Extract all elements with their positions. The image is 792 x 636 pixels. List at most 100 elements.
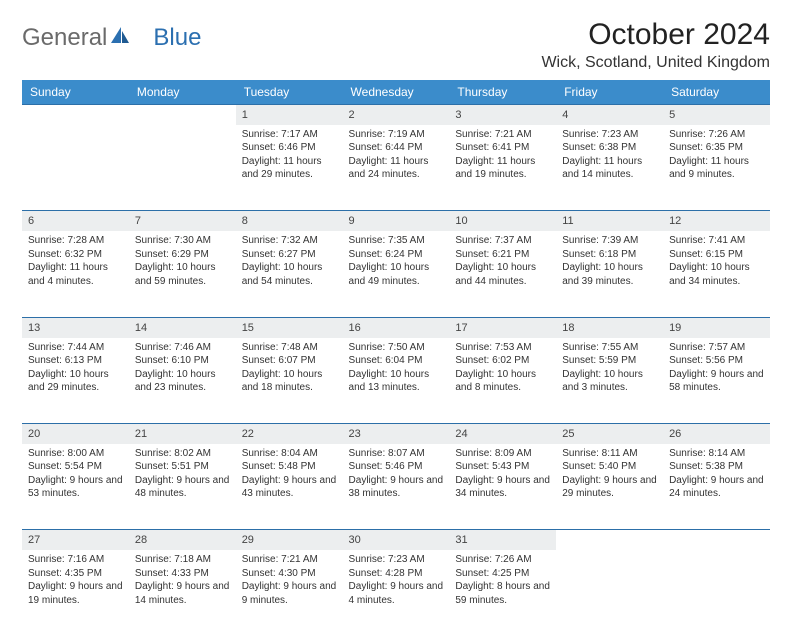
- day-cell: Sunrise: 7:35 AMSunset: 6:24 PMDaylight:…: [343, 231, 450, 317]
- daylight-line: Daylight: 10 hours and 39 minutes.: [562, 261, 657, 288]
- day-cell: Sunrise: 7:19 AMSunset: 6:44 PMDaylight:…: [343, 125, 450, 211]
- day-number-row: 20212223242526: [22, 424, 770, 444]
- sunrise-line: Sunrise: 8:00 AM: [28, 447, 123, 461]
- sunset-line: Sunset: 5:43 PM: [455, 460, 550, 474]
- empty-day-number: [129, 105, 236, 125]
- daylight-line: Daylight: 10 hours and 44 minutes.: [455, 261, 550, 288]
- daylight-line: Daylight: 10 hours and 34 minutes.: [669, 261, 764, 288]
- sunset-line: Sunset: 6:38 PM: [562, 141, 657, 155]
- day-of-week-header: Sunday: [22, 80, 129, 105]
- day-number-row: 13141516171819: [22, 317, 770, 337]
- day-number: 2: [343, 105, 450, 125]
- day-number: 17: [449, 317, 556, 337]
- day-cell: Sunrise: 7:16 AMSunset: 4:35 PMDaylight:…: [22, 550, 129, 636]
- day-number: 12: [663, 211, 770, 231]
- day-cell: Sunrise: 7:53 AMSunset: 6:02 PMDaylight:…: [449, 338, 556, 424]
- logo-sail-icon: [109, 24, 131, 52]
- daylight-line: Daylight: 9 hours and 53 minutes.: [28, 474, 123, 501]
- sunrise-line: Sunrise: 8:04 AM: [242, 447, 337, 461]
- day-number: 14: [129, 317, 236, 337]
- day-number: 9: [343, 211, 450, 231]
- sunrise-line: Sunrise: 7:30 AM: [135, 234, 230, 248]
- daylight-line: Daylight: 11 hours and 4 minutes.: [28, 261, 123, 288]
- day-number: 30: [343, 530, 450, 550]
- day-cell: Sunrise: 7:23 AMSunset: 4:28 PMDaylight:…: [343, 550, 450, 636]
- sunset-line: Sunset: 5:54 PM: [28, 460, 123, 474]
- day-number: 4: [556, 105, 663, 125]
- sunset-line: Sunset: 5:56 PM: [669, 354, 764, 368]
- sunset-line: Sunset: 6:13 PM: [28, 354, 123, 368]
- day-cell: Sunrise: 7:18 AMSunset: 4:33 PMDaylight:…: [129, 550, 236, 636]
- sunset-line: Sunset: 6:32 PM: [28, 248, 123, 262]
- sunset-line: Sunset: 6:29 PM: [135, 248, 230, 262]
- daylight-line: Daylight: 9 hours and 48 minutes.: [135, 474, 230, 501]
- day-cell: Sunrise: 8:00 AMSunset: 5:54 PMDaylight:…: [22, 444, 129, 530]
- empty-day-cell: [556, 550, 663, 636]
- sunset-line: Sunset: 6:24 PM: [349, 248, 444, 262]
- day-cell: Sunrise: 7:32 AMSunset: 6:27 PMDaylight:…: [236, 231, 343, 317]
- logo-text-general: General: [22, 24, 107, 52]
- day-cell: Sunrise: 7:48 AMSunset: 6:07 PMDaylight:…: [236, 338, 343, 424]
- daylight-line: Daylight: 10 hours and 23 minutes.: [135, 368, 230, 395]
- day-number-row: 6789101112: [22, 211, 770, 231]
- day-number: 28: [129, 530, 236, 550]
- sunset-line: Sunset: 4:25 PM: [455, 567, 550, 581]
- sunrise-line: Sunrise: 8:02 AM: [135, 447, 230, 461]
- daylight-line: Daylight: 10 hours and 8 minutes.: [455, 368, 550, 395]
- day-cell: Sunrise: 7:30 AMSunset: 6:29 PMDaylight:…: [129, 231, 236, 317]
- day-number: 3: [449, 105, 556, 125]
- daylight-line: Daylight: 11 hours and 9 minutes.: [669, 155, 764, 182]
- sunrise-line: Sunrise: 7:37 AM: [455, 234, 550, 248]
- day-body-row: Sunrise: 7:44 AMSunset: 6:13 PMDaylight:…: [22, 338, 770, 424]
- day-number: 6: [22, 211, 129, 231]
- day-cell: Sunrise: 7:57 AMSunset: 5:56 PMDaylight:…: [663, 338, 770, 424]
- daylight-line: Daylight: 11 hours and 14 minutes.: [562, 155, 657, 182]
- day-of-week-header: Tuesday: [236, 80, 343, 105]
- day-number: 19: [663, 317, 770, 337]
- daylight-line: Daylight: 9 hours and 24 minutes.: [669, 474, 764, 501]
- day-of-week-header: Wednesday: [343, 80, 450, 105]
- day-number: 10: [449, 211, 556, 231]
- sunrise-line: Sunrise: 7:50 AM: [349, 341, 444, 355]
- sunrise-line: Sunrise: 7:23 AM: [562, 128, 657, 142]
- sunset-line: Sunset: 6:46 PM: [242, 141, 337, 155]
- sunset-line: Sunset: 6:27 PM: [242, 248, 337, 262]
- sunrise-line: Sunrise: 7:21 AM: [455, 128, 550, 142]
- day-number: 27: [22, 530, 129, 550]
- sunrise-line: Sunrise: 7:55 AM: [562, 341, 657, 355]
- daylight-line: Daylight: 11 hours and 19 minutes.: [455, 155, 550, 182]
- daylight-line: Daylight: 9 hours and 4 minutes.: [349, 580, 444, 607]
- day-cell: Sunrise: 7:37 AMSunset: 6:21 PMDaylight:…: [449, 231, 556, 317]
- sunrise-line: Sunrise: 7:48 AM: [242, 341, 337, 355]
- sunset-line: Sunset: 6:44 PM: [349, 141, 444, 155]
- sunset-line: Sunset: 5:48 PM: [242, 460, 337, 474]
- day-number-row: 2728293031: [22, 530, 770, 550]
- sunrise-line: Sunrise: 7:18 AM: [135, 553, 230, 567]
- sunrise-line: Sunrise: 8:07 AM: [349, 447, 444, 461]
- day-cell: Sunrise: 7:44 AMSunset: 6:13 PMDaylight:…: [22, 338, 129, 424]
- day-number: 11: [556, 211, 663, 231]
- sunset-line: Sunset: 4:30 PM: [242, 567, 337, 581]
- sunrise-line: Sunrise: 7:28 AM: [28, 234, 123, 248]
- sunrise-line: Sunrise: 7:19 AM: [349, 128, 444, 142]
- daylight-line: Daylight: 9 hours and 29 minutes.: [562, 474, 657, 501]
- sunrise-line: Sunrise: 7:21 AM: [242, 553, 337, 567]
- day-number: 7: [129, 211, 236, 231]
- sunrise-line: Sunrise: 8:14 AM: [669, 447, 764, 461]
- day-cell: Sunrise: 8:02 AMSunset: 5:51 PMDaylight:…: [129, 444, 236, 530]
- sunrise-line: Sunrise: 7:17 AM: [242, 128, 337, 142]
- sunset-line: Sunset: 6:10 PM: [135, 354, 230, 368]
- daylight-line: Daylight: 11 hours and 29 minutes.: [242, 155, 337, 182]
- daylight-line: Daylight: 10 hours and 49 minutes.: [349, 261, 444, 288]
- day-cell: Sunrise: 7:46 AMSunset: 6:10 PMDaylight:…: [129, 338, 236, 424]
- day-cell: Sunrise: 8:07 AMSunset: 5:46 PMDaylight:…: [343, 444, 450, 530]
- sunrise-line: Sunrise: 7:35 AM: [349, 234, 444, 248]
- day-number: 1: [236, 105, 343, 125]
- sunset-line: Sunset: 5:59 PM: [562, 354, 657, 368]
- empty-day-cell: [663, 550, 770, 636]
- title-block: October 2024 Wick, Scotland, United King…: [541, 18, 770, 72]
- daylight-line: Daylight: 9 hours and 38 minutes.: [349, 474, 444, 501]
- sunset-line: Sunset: 5:38 PM: [669, 460, 764, 474]
- sunrise-line: Sunrise: 7:26 AM: [455, 553, 550, 567]
- day-cell: Sunrise: 7:17 AMSunset: 6:46 PMDaylight:…: [236, 125, 343, 211]
